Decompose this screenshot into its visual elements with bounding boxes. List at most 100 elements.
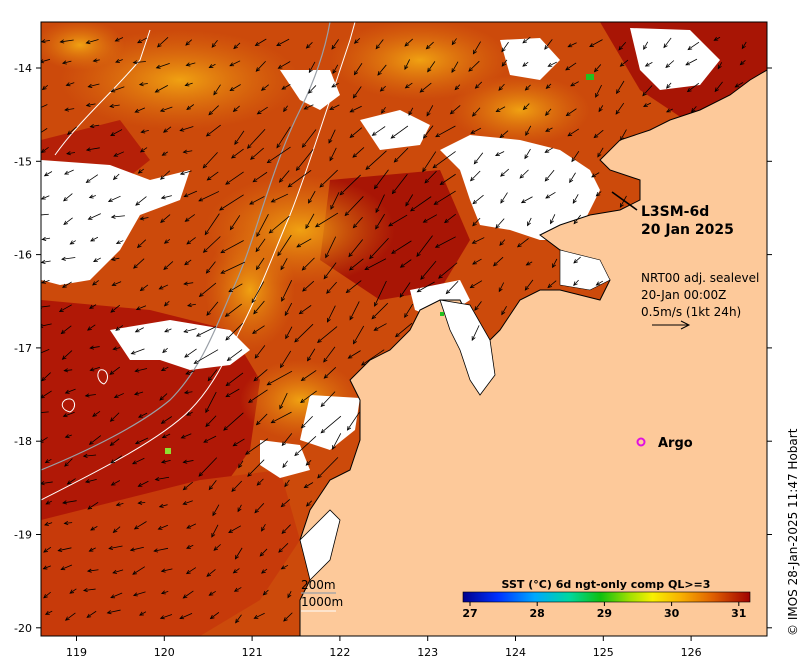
current-arrow bbox=[644, 62, 653, 67]
current-arrow bbox=[374, 280, 387, 307]
current-arrow bbox=[180, 433, 192, 439]
current-arrow bbox=[208, 590, 216, 596]
current-arrow bbox=[278, 543, 289, 553]
current-arrow bbox=[281, 84, 291, 90]
current-arrow bbox=[59, 39, 74, 44]
current-arrow bbox=[134, 107, 146, 113]
current-arrow bbox=[256, 106, 268, 115]
current-arrow bbox=[110, 214, 125, 219]
current-arrow bbox=[160, 195, 172, 200]
current-arrow bbox=[67, 126, 77, 136]
current-arrow bbox=[41, 279, 50, 284]
current-arrow bbox=[352, 216, 363, 229]
current-arrow bbox=[232, 438, 245, 447]
current-arrow bbox=[300, 370, 317, 382]
current-arrow bbox=[296, 238, 312, 248]
current-arrow bbox=[62, 411, 75, 418]
current-arrow bbox=[229, 84, 241, 92]
current-arrow bbox=[135, 196, 147, 206]
current-arrow bbox=[307, 85, 317, 94]
current-arrow bbox=[522, 103, 530, 111]
current-arrow bbox=[280, 350, 292, 369]
current-arrow bbox=[162, 347, 168, 354]
current-arrow bbox=[714, 81, 723, 93]
current-arrow bbox=[184, 259, 192, 266]
argo-float-marker[interactable] bbox=[636, 437, 646, 447]
current-arrow bbox=[281, 524, 291, 535]
current-arrow bbox=[61, 256, 76, 261]
current-arrow bbox=[472, 258, 482, 265]
current-arrow bbox=[137, 37, 148, 44]
cloud-mask bbox=[440, 135, 600, 240]
current-arrow bbox=[404, 303, 414, 318]
current-arrow bbox=[371, 302, 389, 320]
current-arrow bbox=[228, 525, 242, 533]
current-arrow bbox=[472, 41, 481, 55]
current-arrow bbox=[89, 366, 101, 372]
current-arrow bbox=[323, 367, 337, 379]
current-arrow bbox=[435, 125, 456, 138]
current-arrow bbox=[164, 328, 172, 333]
current-arrow bbox=[64, 169, 74, 175]
current-arrow bbox=[545, 127, 553, 132]
current-arrow bbox=[112, 346, 121, 351]
current-arrow bbox=[251, 281, 265, 304]
current-arrow bbox=[86, 568, 99, 573]
current-arrow bbox=[438, 262, 458, 279]
current-arrow bbox=[112, 569, 124, 574]
current-arrow bbox=[225, 323, 243, 341]
current-arrow bbox=[139, 216, 149, 221]
current-arrow bbox=[158, 284, 169, 290]
current-arrow bbox=[285, 326, 293, 340]
current-arrow bbox=[41, 58, 51, 64]
current-arrow bbox=[254, 38, 267, 46]
current-arrow bbox=[205, 124, 221, 137]
colorbar-tick-label: 29 bbox=[597, 607, 612, 620]
current-arrow bbox=[179, 613, 193, 620]
current-arrow bbox=[717, 62, 723, 70]
current-arrow bbox=[305, 213, 315, 230]
scale-arrow bbox=[652, 320, 691, 330]
current-arrow bbox=[185, 567, 197, 575]
current-arrow bbox=[109, 103, 120, 109]
current-arrow bbox=[61, 60, 72, 65]
current-arrow bbox=[283, 612, 293, 622]
current-arrow bbox=[139, 147, 148, 153]
current-arrow bbox=[495, 218, 505, 229]
current-arrow bbox=[208, 63, 216, 69]
current-arrow bbox=[569, 172, 576, 184]
current-arrow bbox=[219, 194, 244, 211]
current-arrow bbox=[163, 238, 171, 244]
current-arrow bbox=[408, 107, 414, 116]
product-date: 20 Jan 2025 bbox=[641, 222, 734, 238]
current-arrow bbox=[422, 214, 438, 223]
current-arrow bbox=[468, 60, 480, 72]
lat-tick-label: -17 bbox=[14, 342, 32, 355]
current-arrow bbox=[471, 237, 485, 244]
current-arrow bbox=[300, 415, 313, 429]
current-arrow bbox=[186, 523, 197, 529]
current-arrow bbox=[451, 38, 457, 46]
current-arrow bbox=[88, 435, 102, 445]
current-arrow bbox=[663, 37, 672, 49]
lon-tick-label: 119 bbox=[66, 646, 87, 659]
coastal-bay bbox=[299, 509, 341, 581]
current-arrow bbox=[220, 240, 244, 254]
current-arrow bbox=[390, 125, 409, 139]
current-arrow bbox=[85, 174, 99, 183]
current-arrow bbox=[44, 458, 52, 464]
current-arrow bbox=[87, 501, 99, 510]
current-arrow bbox=[108, 545, 123, 551]
current-arrow bbox=[237, 504, 242, 513]
map-plot-area[interactable]: Argo L3SM-6d 20 Jan 2025 NRT00 adj. seal… bbox=[35, 20, 767, 636]
current-arrow bbox=[422, 151, 437, 173]
current-arrow bbox=[365, 150, 387, 170]
current-arrow bbox=[41, 39, 51, 44]
current-arrow bbox=[155, 63, 170, 69]
current-arrow bbox=[741, 41, 747, 50]
current-arrow bbox=[85, 147, 100, 152]
current-arrow bbox=[573, 279, 579, 287]
current-arrow bbox=[159, 106, 173, 112]
current-arrow bbox=[573, 256, 581, 264]
king-sound-inlet bbox=[439, 299, 496, 396]
